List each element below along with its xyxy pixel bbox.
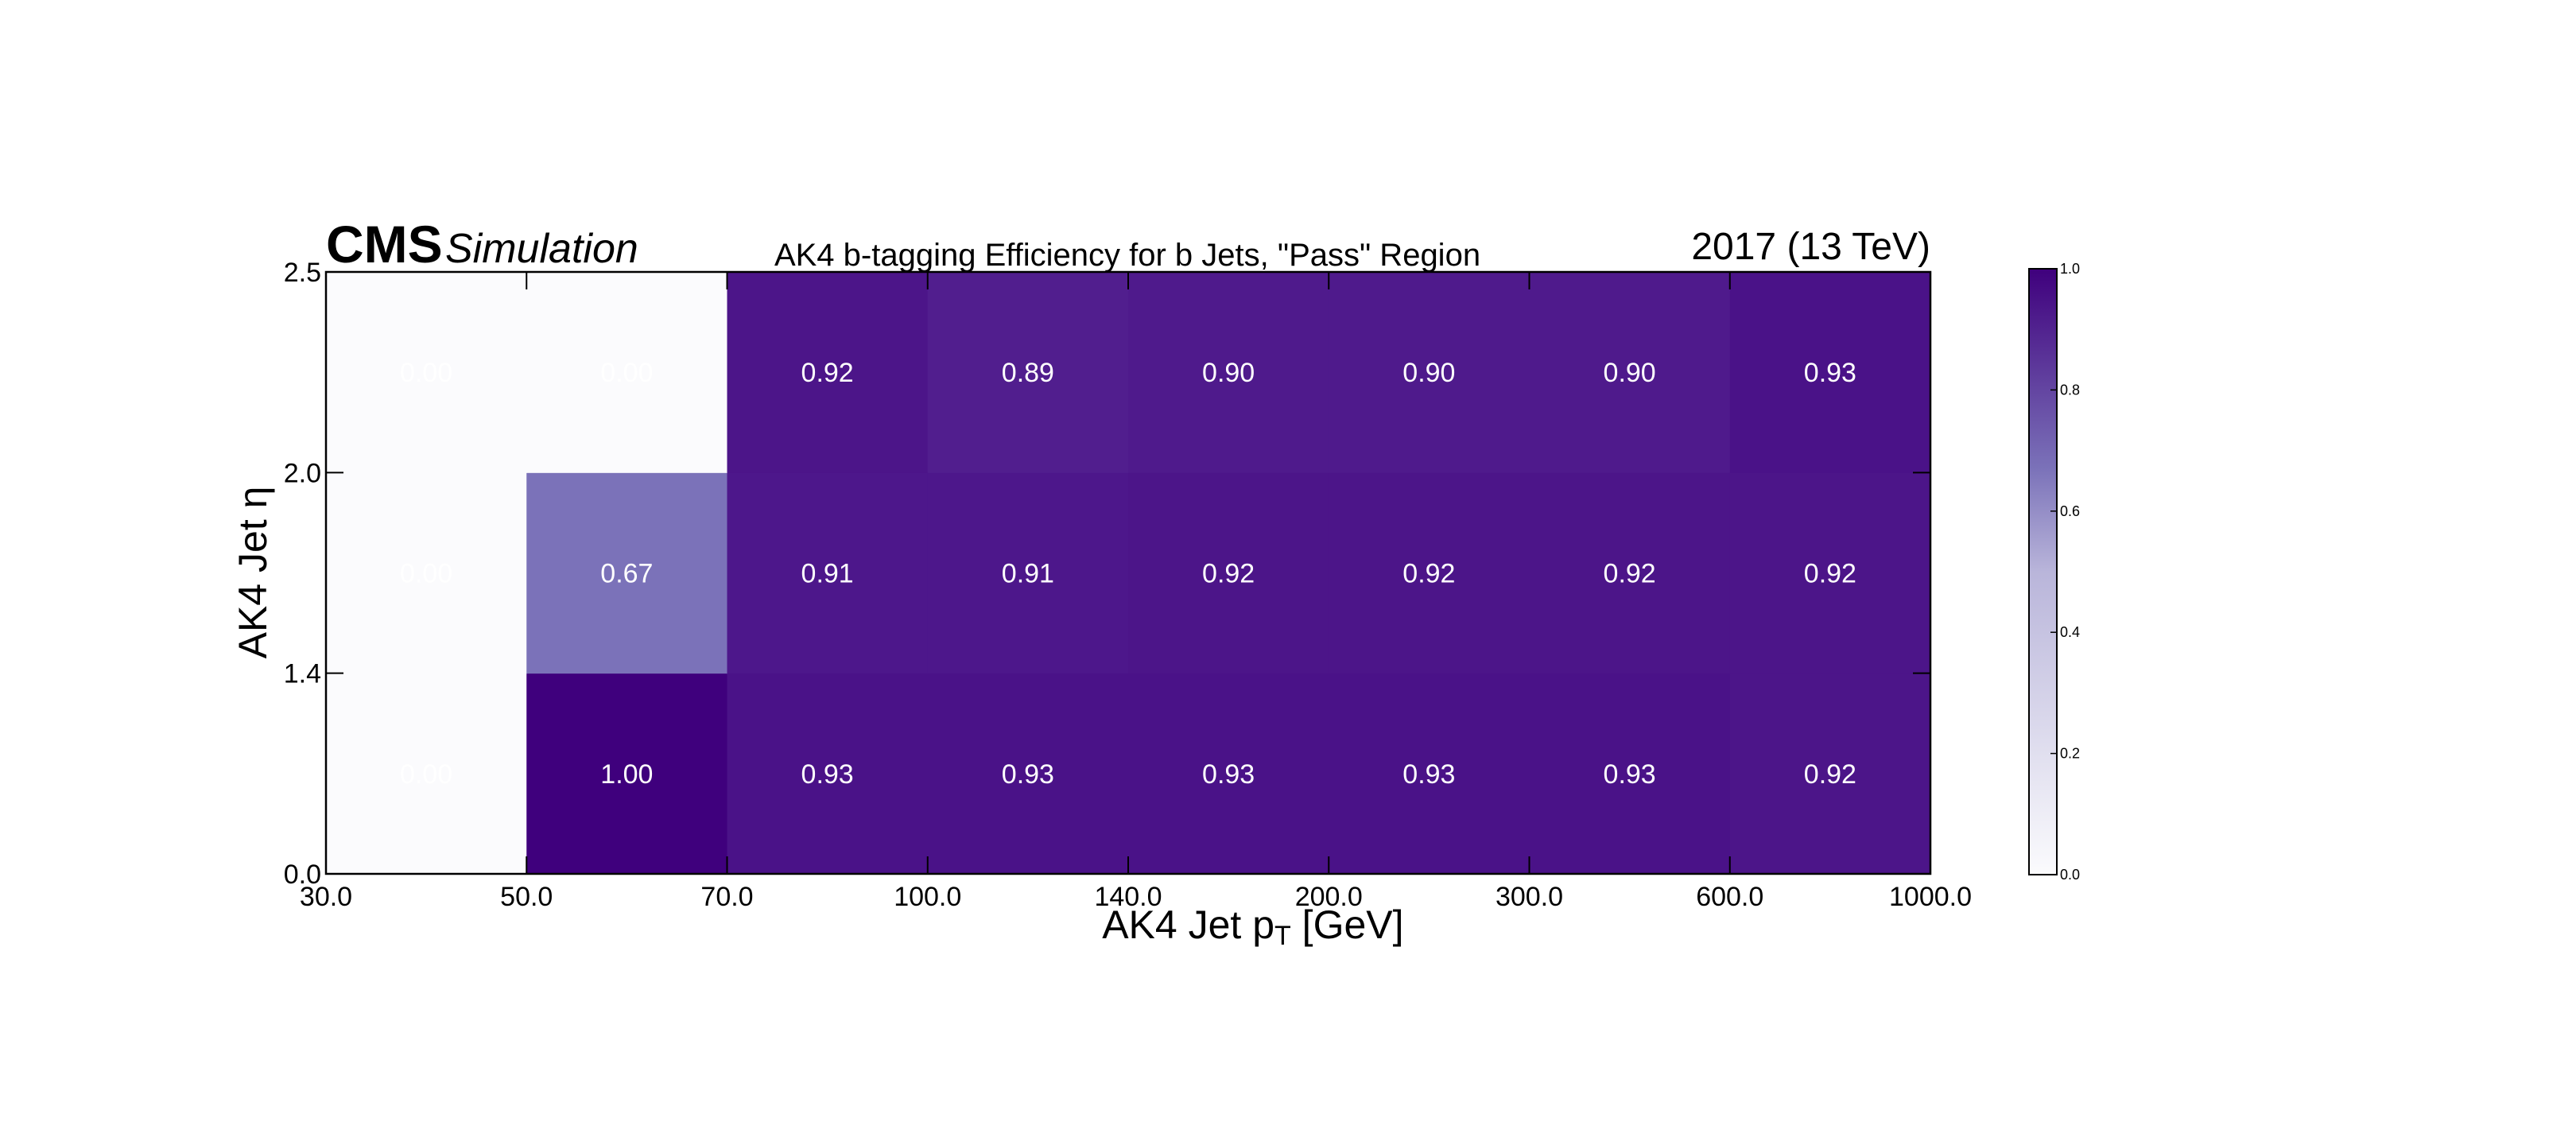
x-tick-label: 100.0	[894, 882, 961, 912]
heatmap-cell-value: 0.92	[1804, 559, 1856, 589]
colorbar-tick-label: 0.6	[2060, 503, 2080, 519]
y-axis-label: AK4 Jet η	[231, 487, 275, 659]
heatmap-cell-value: 0.00	[600, 358, 653, 388]
x-axis-label-sub-wrap: T [GeV]	[1274, 902, 1404, 951]
heatmap-cell-value: 0.90	[1202, 358, 1255, 388]
heatmap-cell-value: 0.00	[400, 559, 452, 589]
heatmap-cell-value: 0.92	[1202, 559, 1255, 589]
heatmap-cell	[1329, 673, 1530, 875]
colorbar-tick-label: 0.8	[2060, 382, 2080, 398]
y-tick-label: 2.0	[284, 458, 321, 488]
heatmap-cell-value: 0.67	[600, 559, 653, 589]
x-axis-label: AK4 Jet p	[1102, 902, 1274, 947]
heatmap-cell	[727, 673, 929, 875]
x-axis-label-sub: T	[1274, 921, 1291, 951]
colorbar-tick-label: 0.2	[2060, 746, 2080, 762]
y-tick-label: 1.4	[284, 659, 321, 689]
heatmap-cell	[1128, 673, 1329, 875]
heatmap-cell-labels: 0.00 1.00 0.93 0.93 0.93 0.93 0.93 0.92 0.00 0.67…	[400, 358, 1856, 790]
x-tick-label: 200.0	[1295, 882, 1363, 912]
heatmap-cell	[526, 272, 727, 473]
lumi-label: 2017 (13 TeV)	[1691, 226, 1930, 268]
heatmap-cell	[1128, 472, 1329, 674]
heatmap-cell	[927, 272, 1129, 473]
colorbar-tick-label: 0.0	[2060, 867, 2080, 883]
y-axis-ticks: 0.0 1.4 2.0 2.5	[284, 258, 1930, 890]
cms-label: CMS	[326, 215, 443, 274]
heatmap-cell	[526, 673, 727, 875]
heatmap-cells	[326, 272, 1931, 875]
heatmap-cell	[1128, 272, 1329, 473]
simulation-label: Simulation	[445, 226, 638, 272]
heatmap-cell-value: 0.93	[1604, 759, 1656, 790]
y-tick-label: 0.0	[284, 860, 321, 890]
x-tick-label: 300.0	[1496, 882, 1563, 912]
chart-title: AK4 b-tagging Efficiency for b Jets, "Pa…	[774, 238, 1480, 273]
heatmap-cell	[326, 272, 527, 473]
heatmap-cell	[727, 472, 929, 674]
heatmap-cell-value: 0.00	[400, 358, 452, 388]
heatmap-cell-value: 0.92	[801, 358, 854, 388]
heatmap-cell	[1529, 472, 1731, 674]
heatmap-cell	[1729, 673, 1931, 875]
heatmap-cell-value: 1.00	[600, 759, 653, 790]
x-tick-label: 600.0	[1696, 882, 1763, 912]
heatmap-cell-value: 0.93	[1804, 358, 1856, 388]
heatmap-cell	[927, 673, 1129, 875]
x-tick-label: 50.0	[500, 882, 553, 912]
y-tick-label: 2.5	[284, 258, 321, 288]
x-tick-label: 70.0	[700, 882, 753, 912]
heatmap-cell-value: 0.93	[1402, 759, 1455, 790]
heatmap-cell-value: 0.93	[1202, 759, 1255, 790]
x-tick-label: 30.0	[300, 882, 352, 912]
heatmap-cell-value: 0.91	[801, 559, 854, 589]
x-axis-ticks: 30.0 50.0 70.0 100.0 140.0 200.0 300.0 600.0 100…	[300, 272, 1972, 912]
x-axis-label-unit: [GeV]	[1291, 902, 1404, 947]
heatmap-cell	[1729, 472, 1931, 674]
heatmap-cell-value: 0.92	[1804, 759, 1856, 790]
heatmap-cell	[727, 272, 929, 473]
heatmap-cell	[326, 472, 527, 674]
heatmap-cell-value: 0.90	[1604, 358, 1656, 388]
heatmap-cell-value: 0.92	[1402, 559, 1455, 589]
heatmap-cell	[1529, 673, 1731, 875]
heatmap-cell-value: 0.90	[1402, 358, 1455, 388]
heatmap-cell	[1329, 272, 1530, 473]
x-axis-label-main: AK4 Jet p	[1102, 902, 1274, 947]
x-tick-label: 1000.0	[1889, 882, 1972, 912]
heatmap-cell-value: 0.93	[801, 759, 854, 790]
x-tick-label: 140.0	[1094, 882, 1162, 912]
heatmap-cell	[1329, 472, 1530, 674]
heatmap-cell-value: 0.92	[1604, 559, 1656, 589]
heatmap-cell	[1529, 272, 1731, 473]
colorbar-tick-label: 0.4	[2060, 624, 2080, 640]
colorbar-tick-label: 1.0	[2060, 261, 2080, 277]
heatmap-cell	[927, 472, 1129, 674]
colorbar-ticks: 0.0 0.2 0.4 0.6 0.8 1.0	[2050, 261, 2080, 883]
heatmap-cell	[326, 673, 527, 875]
heatmap-cell-value: 0.91	[1002, 559, 1054, 589]
heatmap-cell	[1729, 272, 1931, 473]
heatmap-cell-value: 0.00	[400, 759, 452, 790]
heatmap-cell-value: 0.93	[1002, 759, 1054, 790]
colorbar	[2028, 268, 2058, 875]
heatmap-cell	[526, 472, 727, 674]
heatmap-cell-value: 0.89	[1002, 358, 1054, 388]
